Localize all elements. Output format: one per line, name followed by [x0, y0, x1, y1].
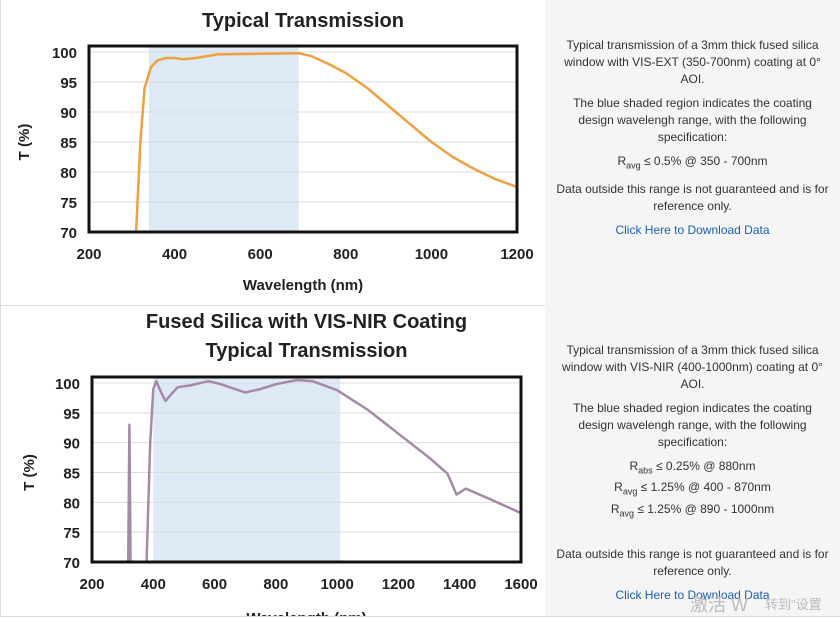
- y-tick-label: 100: [55, 376, 80, 393]
- description-panel-vis-nir: Typical transmission of a 3mm thick fuse…: [545, 305, 840, 616]
- spec-list: Rabs ≤ 0.25% @ 880nm Ravg ≤ 1.25% @ 400 -…: [545, 458, 840, 522]
- design-range-shading: [148, 46, 299, 232]
- x-tick-label: 1400: [443, 576, 476, 593]
- spec-symbol: R: [617, 154, 627, 168]
- spec-value: ≤ 0.5% @ 350 - 700nm: [640, 154, 768, 168]
- disclaimer: Data outside this range is not guarantee…: [556, 547, 829, 579]
- disclaimer: Data outside this range is not guarantee…: [556, 182, 829, 214]
- chart-cell-vis-ext: Fused Silica with VIS-EXT CoatingTypical…: [0, 0, 546, 305]
- x-tick-label: 800: [263, 576, 288, 593]
- x-tick-label: 200: [79, 576, 104, 593]
- y-tick-label: 75: [63, 525, 80, 542]
- spec-value: ≤ 1.25% @ 890 - 1000nm: [634, 501, 775, 516]
- spec-list: Ravg ≤ 0.5% @ 350 - 700nm: [545, 153, 840, 174]
- chart-title-line2: Typical Transmission: [202, 10, 404, 32]
- y-tick-label: 80: [60, 165, 77, 182]
- y-tick-label: 90: [63, 436, 80, 453]
- y-tick-label: 85: [60, 135, 77, 152]
- x-tick-label: 800: [333, 246, 358, 263]
- plot-frame: [87, 44, 519, 234]
- transmission-line: [134, 51, 517, 232]
- x-axis-label: Wavelength (nm): [246, 610, 366, 616]
- watermark-line1: 激活 W: [690, 595, 748, 615]
- transmission-line: [126, 378, 521, 562]
- y-tick-label: 85: [63, 466, 80, 483]
- spec-line: Rabs ≤ 0.25% @ 880nm: [545, 458, 840, 479]
- y-axis-label: T (%): [21, 454, 38, 491]
- x-tick-label: 1000: [415, 246, 448, 263]
- y-tick-label: 80: [63, 495, 80, 512]
- y-tick-label: 90: [60, 105, 77, 122]
- y-tick-label: 70: [63, 555, 80, 572]
- spec-line: Ravg ≤ 1.25% @ 400 - 870nm: [545, 479, 840, 500]
- spec-symbol: R: [614, 480, 623, 495]
- chart-title-line1: Fused Silica with VIS-NIR Coating: [146, 311, 467, 333]
- y-axis-label: T (%): [16, 124, 33, 161]
- spec-symbol: R: [610, 501, 620, 516]
- shaded-note: The blue shaded region indicates the coa…: [573, 401, 812, 449]
- spec-symbol: R: [629, 459, 639, 473]
- x-tick-label: 400: [162, 246, 187, 263]
- plot-frame: [90, 375, 523, 564]
- chart-cell-vis-nir: Fused Silica with VIS-NIR Coating Typical…: [0, 305, 546, 621]
- x-tick-label: 1600: [504, 576, 537, 593]
- y-tick-label: 75: [60, 195, 77, 212]
- x-axis-label: Wavelength (nm): [243, 277, 363, 294]
- y-tick-label: 100: [52, 45, 77, 62]
- transmission-chart-vis-ext: Fused Silica with VIS-EXT CoatingTypical…: [16, 10, 534, 294]
- spec-subscript: abs: [638, 465, 653, 476]
- x-tick-label: 600: [202, 576, 227, 593]
- x-tick-label: 1000: [320, 576, 353, 593]
- spec-value: ≤ 0.25% @ 880nm: [652, 459, 756, 473]
- spec-line: Ravg ≤ 1.25% @ 890 - 1000nm: [545, 501, 840, 522]
- product-row-vis-ext: Fused Silica with VIS-EXT CoatingTypical…: [0, 0, 840, 306]
- y-tick-label: 95: [60, 75, 77, 92]
- y-tick-label: 70: [60, 225, 77, 242]
- shaded-note: The blue shaded region indicates the coa…: [573, 96, 812, 144]
- x-tick-label: 200: [76, 246, 101, 263]
- intro-text: Typical transmission of a 3mm thick fuse…: [562, 343, 823, 391]
- y-tick-label: 95: [63, 406, 80, 423]
- x-tick-label: 600: [248, 246, 273, 263]
- spec-line: Ravg ≤ 0.5% @ 350 - 700nm: [545, 153, 840, 174]
- chart-title-line2: Typical Transmission: [206, 340, 408, 362]
- transmission-chart-vis-nir: Fused Silica with VIS-NIR Coating Typical…: [21, 311, 538, 621]
- spec-subscript: avg: [622, 486, 638, 497]
- download-data-link[interactable]: Click Here to Download Data: [615, 588, 770, 603]
- design-range-shading: [153, 377, 341, 562]
- product-row-vis-nir: Fused Silica with VIS-NIR Coating Typical…: [0, 305, 840, 621]
- watermark-line2: 转到"设置: [765, 597, 822, 612]
- spec-subscript: avg: [626, 160, 641, 171]
- spec-value: ≤ 1.25% @ 400 - 870nm: [637, 480, 771, 495]
- spec-subscript: avg: [619, 508, 634, 519]
- intro-text: Typical transmission of a 3mm thick fuse…: [564, 38, 821, 86]
- download-data-link[interactable]: Click Here to Download Data: [615, 223, 770, 238]
- x-tick-label: 1200: [500, 246, 533, 263]
- description-panel-vis-ext: Typical transmission of a 3mm thick fuse…: [545, 0, 840, 305]
- x-tick-label: 1200: [382, 576, 415, 593]
- x-tick-label: 400: [141, 576, 166, 593]
